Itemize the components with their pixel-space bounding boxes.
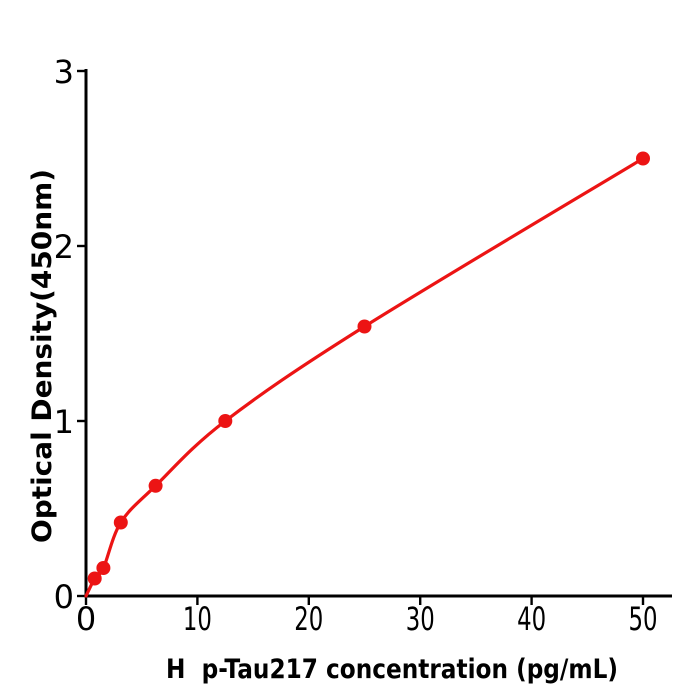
data-series-layer <box>84 151 650 598</box>
fit-curve-line <box>84 156 645 598</box>
y-tick-label-2: 2 <box>54 228 74 266</box>
y-tick-label-0: 0 <box>54 578 74 616</box>
data-point-marker <box>636 151 650 166</box>
x-tick-label-40: 40 <box>517 600 546 638</box>
data-point-marker <box>148 478 163 493</box>
y-tick-label-1: 1 <box>54 403 74 441</box>
y-axis-title: Optical Density(450nm) <box>27 169 58 543</box>
x-tick-label-20: 20 <box>294 600 323 638</box>
data-point-marker <box>113 515 128 530</box>
x-tick-label-50: 50 <box>629 600 658 638</box>
data-point-marker <box>357 319 372 334</box>
x-tick-label-0: 0 <box>76 600 96 638</box>
y-tick-label-3: 3 <box>54 53 74 91</box>
x-tick-label-30: 30 <box>406 600 435 638</box>
data-point-marker <box>87 571 102 586</box>
data-point-marker <box>96 561 111 575</box>
x-tick-label-10: 10 <box>183 600 212 638</box>
data-point-marker <box>218 414 233 428</box>
x-axis-title: H p-Tau217 concentration (pg/mL) <box>166 654 618 685</box>
axis-spines <box>84 69 672 598</box>
